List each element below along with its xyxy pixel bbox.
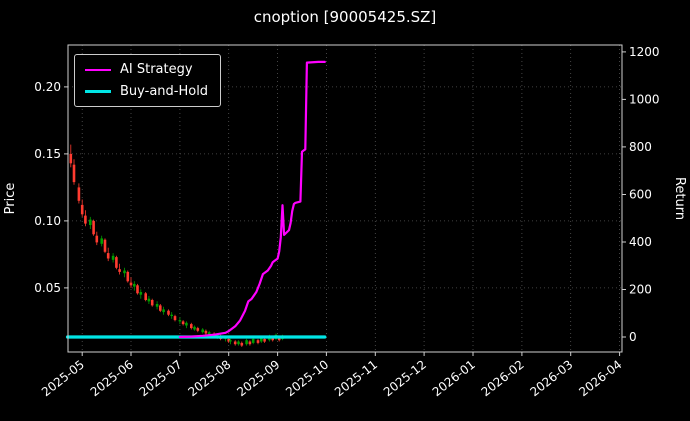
svg-text:2026-01: 2026-01 [430,357,478,399]
svg-text:2026-04: 2026-04 [576,357,624,399]
svg-text:400: 400 [629,235,652,249]
ai-strategy-line-swatch [85,68,111,71]
svg-text:0: 0 [629,330,637,344]
svg-text:1200: 1200 [629,45,660,59]
legend-label-ai-strategy: AI Strategy [120,62,193,77]
svg-text:2025-12: 2025-12 [381,357,429,399]
svg-text:2025-09: 2025-09 [234,357,282,399]
svg-text:2025-06: 2025-06 [88,357,136,399]
svg-text:0.05: 0.05 [34,281,61,295]
buy-and-hold-line-swatch [85,90,111,93]
svg-text:800: 800 [629,140,652,154]
legend-item-buy-and-hold: Buy-and-Hold [85,84,208,99]
svg-text:2025-05: 2025-05 [39,357,87,399]
svg-text:1000: 1000 [629,92,660,106]
svg-text:Price: Price [3,183,18,215]
svg-text:2025-10: 2025-10 [283,357,331,399]
legend-label-buy-and-hold: Buy-and-Hold [120,84,209,99]
svg-text:0.15: 0.15 [34,147,61,161]
svg-text:200: 200 [629,283,652,297]
svg-text:2025-08: 2025-08 [185,357,233,399]
chart-legend: AI Strategy Buy-and-Hold [74,54,222,107]
svg-text:2026-03: 2026-03 [527,357,575,399]
svg-text:2025-07: 2025-07 [137,357,185,399]
svg-text:2025-11: 2025-11 [332,357,380,399]
chart-title: cnoption [90005425.SZ] [253,8,437,26]
svg-text:Return: Return [672,177,687,220]
svg-text:0.20: 0.20 [34,80,61,94]
svg-text:2026-02: 2026-02 [479,357,527,399]
svg-text:0.10: 0.10 [34,214,61,228]
legend-item-ai-strategy: AI Strategy [85,62,208,77]
svg-text:600: 600 [629,188,652,202]
